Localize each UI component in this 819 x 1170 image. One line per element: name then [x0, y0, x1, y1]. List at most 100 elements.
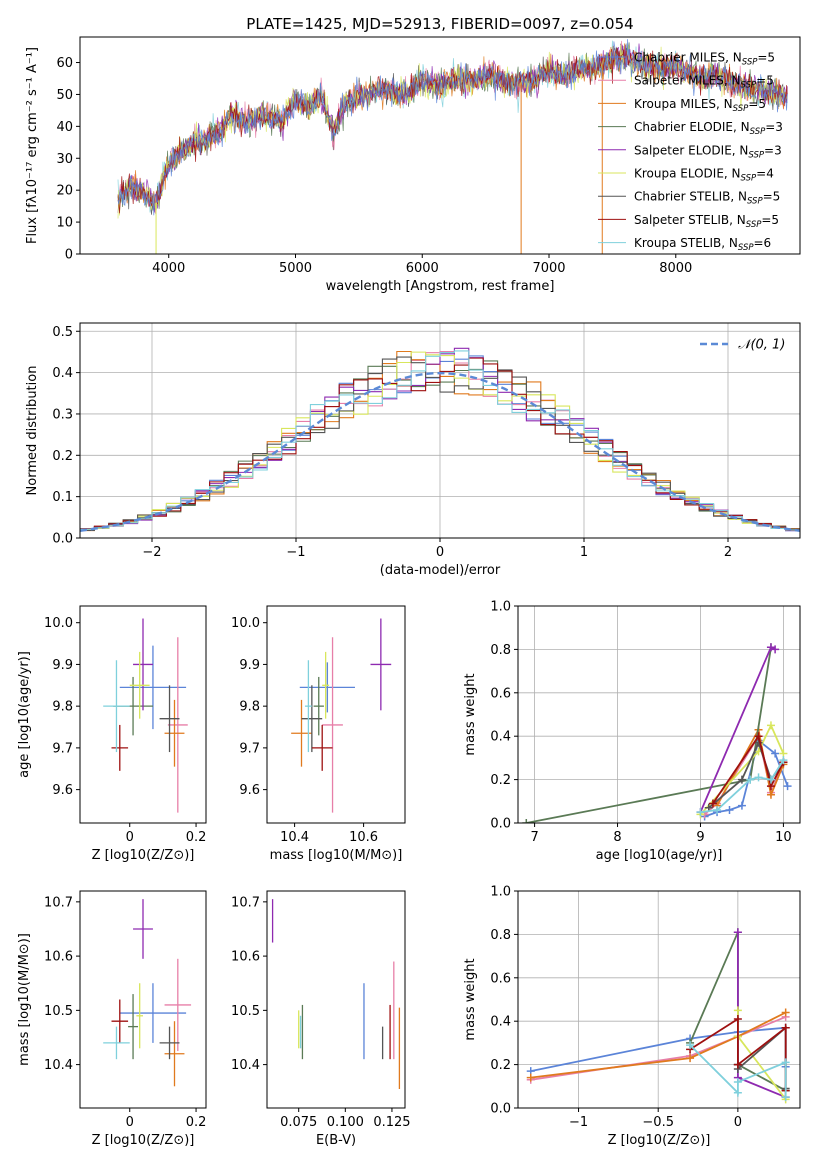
y-tick-label: 0.8	[490, 928, 511, 943]
weight-point-marker	[781, 1058, 790, 1067]
x-tick-label: −2	[142, 545, 161, 560]
y-tick-label: 9.9	[52, 658, 73, 673]
y-tick-label: 0	[65, 248, 73, 263]
weight-point-marker	[783, 782, 792, 791]
weight-point-marker	[781, 1093, 790, 1102]
legend-label: Chabrier ELODIE, NSSP=3	[634, 120, 783, 137]
y-tick-label: 0.4	[52, 366, 73, 381]
y-axis-label: Flux [fλ10⁻¹⁷ erg cm⁻² s⁻¹ A⁻¹]	[25, 47, 40, 244]
histogram-series	[80, 350, 800, 531]
age-vs-Z-panel: 0 0.2 9.6 9.7 9.8 9.9 10.0 Z [log10(Z/Z⊙)] age […	[17, 605, 207, 863]
y-tick-label: 10.4	[44, 1058, 73, 1073]
y-tick-label: 20	[56, 184, 73, 199]
weight-point-marker	[766, 643, 775, 652]
weight-point-marker	[733, 1060, 742, 1069]
x-tick-label: 2	[724, 545, 732, 560]
legend-label: Salpeter STELIB, NSSP=5	[634, 213, 779, 230]
mass-vs-EBV-plot-area	[271, 899, 401, 1090]
y-tick-label: 9.9	[239, 658, 260, 673]
x-tick-label: 0.100	[327, 1115, 364, 1130]
y-axis-label: Normed distribution	[25, 366, 40, 496]
x-axis-label: (data-model)/error	[380, 563, 501, 578]
weight-point-marker	[686, 1041, 695, 1050]
weight-point-marker	[526, 1073, 535, 1082]
y-axis-label: mass weight	[463, 673, 478, 755]
y-tick-label: 60	[56, 56, 73, 71]
y-tick-label: 0.1	[52, 490, 73, 505]
y-tick-label: 0.0	[490, 1102, 511, 1117]
y-tick-label: 10.0	[231, 616, 260, 631]
weight-point-marker	[746, 775, 755, 784]
weight-series-line	[712, 734, 785, 805]
y-tick-label: 40	[56, 120, 73, 135]
weight-point-marker	[733, 1015, 742, 1024]
x-tick-label: 10	[775, 830, 792, 845]
y-tick-label: 0.2	[52, 449, 73, 464]
weight-point-marker	[713, 805, 722, 814]
mass-vs-Z-panel: 0 0.2 10.4 10.5 10.6 10.7 Z [log10(Z/Z⊙)] mass …	[17, 890, 207, 1148]
weight-vs-Z-panel: −1 −0.5 0 0.0 0.2 0.4 0.6 0.8 1.0 Z [log10(Z/Z⊙)]…	[463, 885, 801, 1148]
legend-label: Kroupa ELODIE, NSSP=4	[634, 167, 774, 184]
y-tick-label: 10.7	[44, 895, 73, 910]
weight-point-marker	[733, 1077, 742, 1086]
x-tick-label: 0	[126, 1115, 134, 1130]
histogram-series	[80, 357, 800, 531]
y-tick-label: 9.7	[52, 741, 73, 756]
y-tick-label: 10.5	[231, 1004, 260, 1019]
weight-point-marker	[754, 732, 763, 741]
x-tick-label: 1	[580, 545, 588, 560]
age-vs-mass-frame	[266, 605, 406, 824]
weight-point-marker	[766, 790, 775, 799]
histogram-series	[80, 347, 800, 532]
weight-point-marker	[696, 808, 705, 817]
weight-series-line	[699, 723, 785, 815]
y-tick-label: 10.5	[44, 1004, 73, 1019]
legend-label: Salpeter ELODIE, NSSP=3	[634, 143, 782, 160]
x-tick-label: 4000	[152, 261, 185, 276]
spectrum-panel: 4000 5000 6000 7000 8000 0 10 20 30 40 50 60 wavelen…	[25, 36, 801, 294]
weight-series-line	[699, 645, 776, 813]
y-tick-label: 0.3	[52, 407, 73, 422]
histogram-series	[80, 356, 800, 532]
x-axis-label: wavelength [Angstrom, rest frame]	[326, 279, 555, 294]
age-vs-Z-frame	[79, 605, 207, 824]
x-tick-label: 0.125	[373, 1115, 410, 1130]
weight-point-marker	[779, 756, 788, 765]
y-tick-label: 0.0	[490, 817, 511, 832]
legend-label: Salpeter MILES, NSSP=5	[634, 74, 774, 91]
weight-series-line	[530, 1011, 787, 1079]
age-vs-Z-plot-area	[103, 618, 188, 813]
weight-vs-age-plot-area	[522, 643, 792, 823]
x-tick-label: 7	[530, 830, 538, 845]
x-tick-label: 9	[696, 830, 704, 845]
histogram-series	[80, 350, 800, 532]
y-tick-label: 0.5	[52, 325, 73, 340]
y-tick-label: 30	[56, 152, 73, 167]
x-tick-label: 5000	[279, 261, 312, 276]
weight-point-marker	[766, 775, 775, 784]
age-vs-mass-panel: 10.4 10.6 9.6 9.7 9.8 9.9 10.0 mass [log10(M/M⊙…	[231, 605, 406, 863]
y-tick-label: 50	[56, 88, 73, 103]
legend-label: Chabrier STELIB, NSSP=5	[634, 190, 780, 207]
x-tick-label: 8000	[659, 261, 692, 276]
x-tick-label: 0.2	[186, 1115, 207, 1130]
x-axis-label: E(B-V)	[316, 1133, 356, 1148]
weight-vs-age-frame	[517, 605, 801, 824]
x-tick-label: −1	[569, 1115, 588, 1130]
weight-vs-Z-plot-area	[526, 928, 790, 1104]
weight-point-marker	[766, 721, 775, 730]
mass-vs-Z-frame	[79, 890, 207, 1109]
y-tick-label: 1.0	[490, 600, 511, 615]
mass-vs-Z-plot-area	[103, 899, 192, 1087]
x-tick-label: 0.2	[186, 830, 207, 845]
residuals-panel: −2 −1 0 1 2 0.0 0.1 0.2 0.3 0.4 0.5 (data-model)/er…	[25, 322, 801, 578]
y-tick-label: 10.4	[231, 1058, 260, 1073]
weight-point-marker	[733, 1006, 742, 1015]
y-tick-label: 0.8	[490, 643, 511, 658]
y-tick-label: 0.6	[490, 971, 511, 986]
x-axis-label: mass [log10(M/M⊙)]	[270, 848, 403, 863]
y-axis-label: mass weight	[463, 958, 478, 1040]
weight-point-marker	[733, 928, 742, 937]
x-tick-label: −1	[286, 545, 305, 560]
y-axis-label: mass [log10(M/M⊙)]	[17, 933, 32, 1066]
